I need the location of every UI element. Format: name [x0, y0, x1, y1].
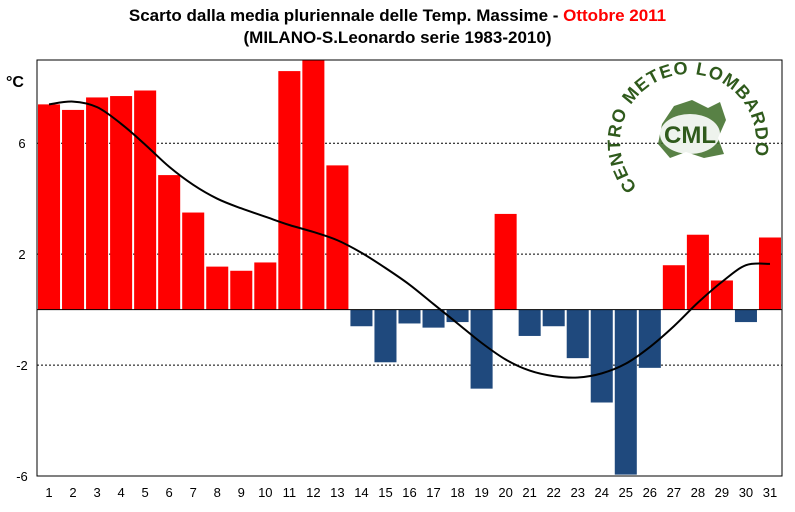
x-tick-label-27: 27 — [667, 485, 681, 500]
x-tick-label-22: 22 — [546, 485, 560, 500]
bar-day-29 — [710, 280, 733, 310]
bars — [38, 60, 781, 475]
bar-day-16 — [398, 309, 421, 324]
bar-day-10 — [254, 262, 277, 310]
x-tick-label-3: 3 — [93, 485, 100, 500]
bar-day-25 — [614, 309, 637, 475]
bar-day-22 — [542, 309, 565, 327]
bar-day-17 — [422, 309, 445, 328]
cml-badge — [660, 114, 720, 154]
title-highlight: Ottobre 2011 — [563, 6, 667, 25]
x-tick-label-2: 2 — [69, 485, 76, 500]
axes — [36, 59, 783, 477]
bar-day-30 — [734, 309, 757, 323]
x-tick-label-13: 13 — [330, 485, 344, 500]
bar-day-4 — [110, 96, 133, 310]
bar-day-13 — [326, 165, 349, 310]
bar-day-8 — [206, 266, 229, 310]
x-tick-label-30: 30 — [739, 485, 753, 500]
bar-day-7 — [182, 212, 205, 310]
bar-day-3 — [86, 97, 109, 310]
x-tick-label-7: 7 — [190, 485, 197, 500]
x-tick-label-1: 1 — [45, 485, 52, 500]
x-tick-labels: 1 2 3 4 5 6 7 8 9 10 11 12 13 14 15 16 17 18 19 20 21 22 23 24 2… — [45, 485, 777, 500]
x-tick-label-14: 14 — [354, 485, 368, 500]
y-tick-labels: 6 2 -2 -6 — [16, 136, 28, 484]
bar-day-21 — [518, 309, 541, 336]
chart-title: Scarto dalla media pluriennale delle Tem… — [0, 6, 795, 26]
bar-day-27 — [662, 265, 685, 310]
x-tick-label-5: 5 — [142, 485, 149, 500]
x-tick-label-28: 28 — [691, 485, 705, 500]
x-tick-label-21: 21 — [522, 485, 536, 500]
bar-day-12 — [302, 60, 325, 310]
x-tick-label-10: 10 — [258, 485, 272, 500]
trend-line — [48, 100, 771, 379]
bar-day-31 — [758, 237, 781, 310]
cml-logo: CML CENTRO METEO LOMBARDO — [604, 58, 771, 197]
x-tick-label-26: 26 — [643, 485, 657, 500]
bar-day-1 — [38, 104, 61, 310]
y-tick-label--2: -2 — [16, 358, 28, 373]
bar-day-23 — [566, 309, 589, 359]
x-tick-label-24: 24 — [595, 485, 609, 500]
bar-day-20 — [494, 213, 517, 310]
y-tick-label-6: 6 — [18, 136, 25, 151]
x-tick-label-17: 17 — [426, 485, 440, 500]
bar-day-6 — [158, 175, 181, 310]
bar-day-28 — [686, 234, 709, 310]
title-main: Scarto dalla media pluriennale delle Tem… — [128, 6, 564, 25]
x-tick-label-6: 6 — [166, 485, 173, 500]
x-tick-label-8: 8 — [214, 485, 221, 500]
x-tick-label-25: 25 — [619, 485, 633, 500]
y-tick-label-2: 2 — [18, 247, 25, 262]
bar-day-19 — [470, 309, 493, 389]
bar-day-26 — [638, 309, 661, 368]
bar-day-18 — [446, 309, 469, 323]
y-axis-unit: °C — [6, 74, 24, 91]
x-tick-label-19: 19 — [474, 485, 488, 500]
x-tick-label-20: 20 — [498, 485, 512, 500]
bar-day-15 — [374, 309, 397, 363]
bar-day-11 — [278, 71, 301, 310]
chart-subtitle: (MILANO-S.Leonardo serie 1983-2010) — [243, 28, 552, 47]
bar-day-24 — [590, 309, 613, 403]
x-tick-label-18: 18 — [450, 485, 464, 500]
bar-day-2 — [62, 109, 85, 310]
y-tick-label--6: -6 — [16, 469, 28, 484]
bar-day-14 — [350, 309, 373, 327]
bar-day-9 — [230, 270, 253, 310]
logo-center-text: CML — [664, 122, 716, 149]
x-tick-label-16: 16 — [402, 485, 416, 500]
x-tick-label-4: 4 — [117, 485, 124, 500]
x-tick-label-31: 31 — [763, 485, 777, 500]
plot-frame — [36, 59, 783, 477]
bar-day-5 — [134, 90, 157, 310]
x-tick-label-29: 29 — [715, 485, 729, 500]
x-tick-label-23: 23 — [570, 485, 584, 500]
x-tick-label-12: 12 — [306, 485, 320, 500]
x-tick-label-15: 15 — [378, 485, 392, 500]
trend-line-group — [48, 100, 771, 379]
x-tick-label-11: 11 — [283, 485, 297, 500]
x-tick-label-9: 9 — [238, 485, 245, 500]
